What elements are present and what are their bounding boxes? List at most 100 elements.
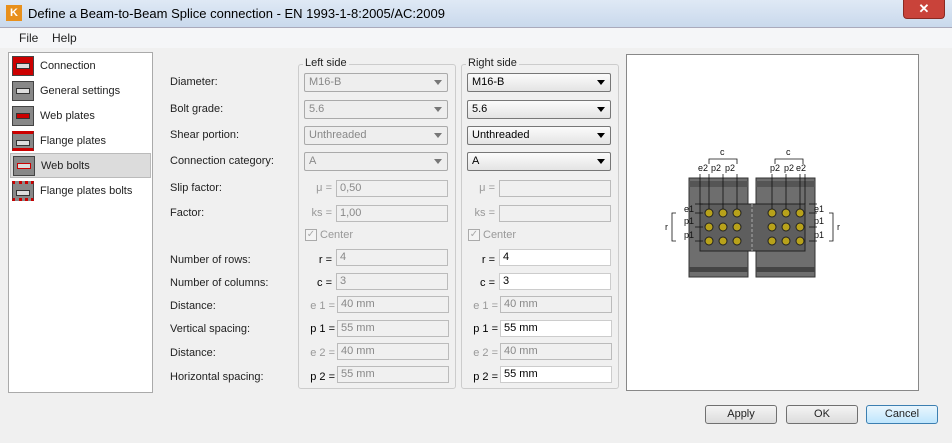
diagram-label-e1: e1 [684,204,694,214]
nav-item-flange-plates[interactable]: Flange plates [10,128,151,153]
diagram-label-p2: p2 [725,163,735,173]
distance-e1-label: Distance: [170,300,216,312]
left-slip-factor-input[interactable]: 0,50 [336,180,448,197]
ks-symbol: ks = [474,207,495,219]
menu-file[interactable]: File [19,31,39,45]
cancel-button[interactable]: Cancel [866,405,938,424]
close-button[interactable]: ✕ [903,0,945,19]
nav-item-web-plates[interactable]: Web plates [10,103,151,128]
right-connection-category-select[interactable]: A [467,152,611,171]
left-columns-input[interactable]: 3 [336,273,448,290]
flange-plates-bolts-icon [12,180,34,201]
left-bolt-grade-select[interactable]: 5.6 [304,100,448,119]
nav-item-web-bolts[interactable]: Web bolts [10,153,151,178]
e2-symbol: e 2 = [310,347,335,359]
menu-bar [0,28,952,48]
right-diameter-select[interactable]: M16-B [467,73,611,92]
r-symbol: r = [318,254,332,266]
connection-preview: c c e2 p2 p2 p2 p2 e2 e1 p1 p1 r e1 p1 p… [626,54,919,391]
value: Unthreaded [309,129,367,141]
p1-symbol: p 1 = [473,323,498,335]
nav-item-flange-plates-bolts[interactable]: Flange plates bolts [10,178,151,203]
left-e1-input[interactable]: 40 mm [337,296,449,313]
right-factor-input[interactable] [499,205,611,222]
splice-diagram: c c e2 p2 p2 p2 p2 e2 e1 p1 p1 r e1 p1 p… [665,147,840,278]
bolt-icon [704,236,714,246]
app-icon: K [6,5,22,21]
left-p1-input[interactable]: 55 mm [337,320,449,337]
chevron-down-icon [597,107,605,112]
diagram-label-p1: p1 [684,230,694,240]
value: M16-B [472,76,505,88]
p2-symbol: p 2 = [473,371,498,383]
chevron-down-icon [597,159,605,164]
left-factor-input[interactable]: 1,00 [336,205,448,222]
rows-label: Number of rows: [170,254,251,266]
chevron-down-icon [434,133,442,138]
c-symbol: c = [317,277,332,289]
c-symbol: c = [480,277,495,289]
left-side-title: Left side [303,57,349,69]
window-title: Define a Beam-to-Beam Splice connection … [28,6,445,21]
right-e1-input[interactable]: 40 mm [500,296,612,313]
bolt-icon [732,236,742,246]
menu-help[interactable]: Help [52,31,77,45]
diagram-label-r: r [837,222,840,232]
right-columns-input[interactable]: 3 [499,273,611,290]
web-plates-icon [12,105,34,126]
left-e2-input[interactable]: 40 mm [337,343,449,360]
general-settings-icon [12,80,34,101]
left-shear-portion-select[interactable]: Unthreaded [304,126,448,145]
right-rows-input[interactable]: 4 [499,249,611,266]
left-p2-input[interactable]: 55 mm [337,366,449,383]
bolt-icon [767,222,777,232]
nav-item-connection[interactable]: Connection [10,53,151,78]
diagram-label-p1: p1 [814,230,824,240]
nav-label: Web bolts [41,159,90,172]
nav-label: Web plates [40,109,95,122]
connection-category-label: Connection category: [170,155,274,167]
columns-label: Number of columns: [170,277,269,289]
left-center-checkbox[interactable]: ✓ [305,229,317,241]
right-shear-portion-select[interactable]: Unthreaded [467,126,611,145]
value: A [309,155,317,167]
left-center-label: Center [320,229,354,241]
right-p2-input[interactable]: 55 mm [500,366,612,383]
left-side-group [298,64,456,389]
right-center-checkbox[interactable]: ✓ [468,229,480,241]
nav-label: General settings [40,84,121,97]
left-connection-category-select[interactable]: A [304,152,448,171]
left-rows-input[interactable]: 4 [336,249,448,266]
bolt-icon [767,208,777,218]
diagram-label-e1: e1 [814,204,824,214]
bolt-icon [732,222,742,232]
ks-symbol: ks = [311,207,332,219]
bolt-icon [795,208,805,218]
diagram-label-c: c [720,147,725,157]
e1-symbol: e 1 = [310,300,335,312]
chevron-down-icon [434,80,442,85]
e2-symbol: e 2 = [473,347,498,359]
diameter-label: Diameter: [170,76,218,88]
ok-button[interactable]: OK [786,405,858,424]
bolt-icon [781,222,791,232]
chevron-down-icon [434,159,442,164]
factor-label: Factor: [170,207,205,219]
bolt-icon [718,236,728,246]
left-diameter-select[interactable]: M16-B [304,73,448,92]
diagram-label-p1: p1 [814,216,824,226]
e1-symbol: e 1 = [473,300,498,312]
value: A [472,155,480,167]
diagram-label-r: r [665,222,668,232]
r-symbol: r = [481,254,495,266]
web-bolts-icon [13,155,35,176]
right-p1-input[interactable]: 55 mm [500,320,612,337]
bolt-icon [732,208,742,218]
bolt-icon [795,222,805,232]
right-e2-input[interactable]: 40 mm [500,343,612,360]
right-slip-factor-input[interactable] [499,180,611,197]
nav-item-general-settings[interactable]: General settings [10,78,151,103]
apply-button[interactable]: Apply [705,405,777,424]
chevron-down-icon [597,133,605,138]
right-bolt-grade-select[interactable]: 5.6 [467,100,611,119]
